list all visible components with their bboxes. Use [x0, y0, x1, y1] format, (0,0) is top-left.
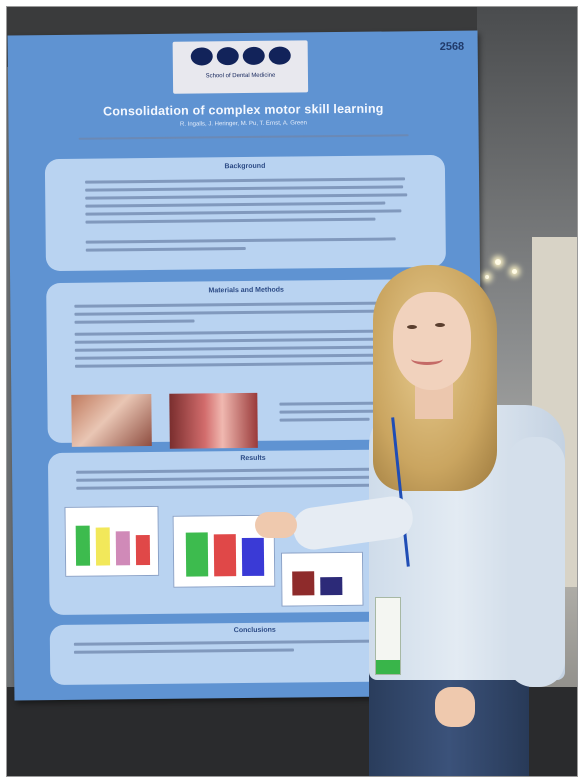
university-logo: School of Dental Medicine	[172, 40, 309, 94]
poster-number: 2568	[439, 40, 465, 53]
presenter-pointing-hand	[255, 512, 297, 538]
presenter-eye	[407, 325, 417, 329]
chart-bar-red	[213, 534, 237, 577]
chart-bar-green	[185, 532, 209, 577]
ceiling-light	[485, 275, 489, 279]
presenter-right-arm	[507, 437, 565, 687]
chart-bar-yellow	[95, 527, 111, 566]
name-badge	[375, 597, 401, 675]
results-figure-1	[64, 505, 160, 577]
ceiling-light	[495, 259, 501, 265]
results-figure-3	[280, 551, 364, 607]
presenter-hand	[435, 687, 475, 727]
presenter-face	[393, 292, 471, 390]
ceiling-light	[512, 269, 517, 274]
chart-bar-green	[75, 525, 91, 566]
chart-bar-pink	[115, 531, 131, 566]
chart-bar-navy	[320, 577, 343, 596]
dental-photo-2	[169, 392, 258, 449]
background-panel: Background	[44, 154, 446, 272]
dental-photo-1	[71, 393, 152, 447]
logo-mark-icon	[190, 46, 291, 70]
poster-affiliations	[39, 130, 449, 140]
poster-authors: R. Ingalls, J. Heringer, M. Pu, T. Ernst…	[179, 120, 307, 128]
logo-text: School of Dental Medicine	[205, 72, 276, 80]
chart-bar-blue	[241, 537, 265, 577]
chart-bar-red	[135, 535, 151, 566]
presenter-smile	[411, 353, 443, 365]
photo-frame: School of Dental Medicine 2568 Consolida…	[6, 6, 578, 777]
background-heading: Background	[224, 162, 266, 171]
presenter-eye	[435, 323, 445, 327]
poster-title: Consolidation of complex motor skill lea…	[102, 101, 384, 119]
chart-bar-maroon	[292, 571, 315, 596]
